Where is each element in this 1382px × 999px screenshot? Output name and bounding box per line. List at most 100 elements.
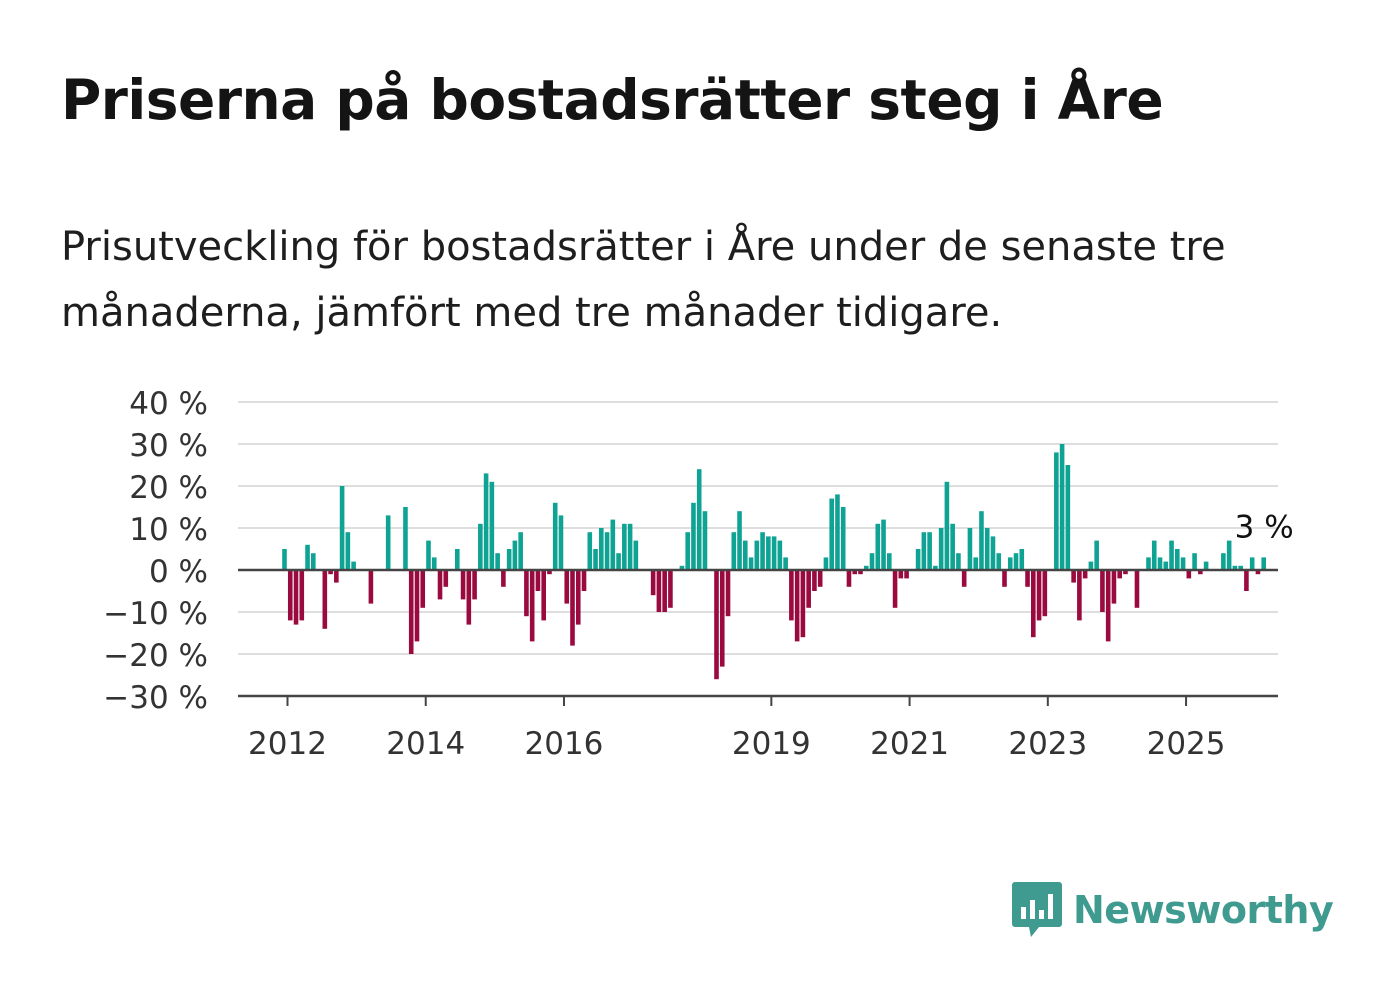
x-tick-label: 2014	[386, 726, 465, 762]
bar	[1255, 570, 1261, 575]
bar	[334, 570, 339, 583]
bar	[1232, 565, 1238, 570]
bar	[702, 511, 708, 570]
bar	[501, 570, 506, 587]
bar	[835, 494, 840, 570]
bar	[754, 540, 760, 570]
y-tick-label: 10 %	[129, 512, 208, 548]
x-tick-label: 2016	[525, 726, 604, 762]
bar	[823, 557, 829, 570]
bar	[460, 570, 466, 600]
bar	[996, 553, 1002, 570]
bar	[403, 507, 408, 570]
bar	[1226, 540, 1232, 570]
bar	[691, 502, 696, 570]
bar	[443, 570, 449, 587]
y-tick-label: 30 %	[129, 428, 208, 464]
bar	[1169, 540, 1174, 570]
bar	[875, 523, 881, 570]
bar	[599, 528, 604, 570]
bar	[552, 502, 558, 570]
bar	[339, 486, 345, 570]
bar	[472, 570, 477, 600]
y-tick-label: −20 %	[103, 638, 208, 674]
annotations: 3 %	[1235, 509, 1294, 545]
bar	[282, 549, 287, 570]
bar	[1146, 557, 1151, 570]
bar	[967, 528, 973, 570]
bar	[1054, 452, 1059, 570]
bar	[558, 515, 564, 570]
bars	[282, 444, 1266, 680]
bar	[1198, 570, 1203, 575]
bar	[1094, 540, 1099, 570]
bar	[535, 570, 541, 591]
bar	[293, 570, 299, 625]
bar	[927, 532, 932, 570]
bar	[616, 553, 621, 570]
brand-name: Newsworthy	[1073, 888, 1334, 932]
bar	[858, 570, 863, 575]
bar	[898, 570, 904, 579]
bar	[1186, 570, 1192, 579]
grid-lines	[238, 401, 1278, 655]
bar	[1082, 570, 1088, 579]
bar	[731, 532, 737, 570]
bar	[1105, 570, 1111, 642]
last-value-label: 3 %	[1235, 509, 1294, 545]
bar	[575, 570, 581, 625]
y-axis-ticks: 40 % 30 % 20 % 10 % 0 % −10 % −20 % −30 %	[103, 386, 208, 716]
bar	[1077, 570, 1082, 621]
bar	[714, 570, 719, 680]
bar	[604, 532, 610, 570]
bar	[524, 570, 529, 617]
bar	[322, 570, 328, 629]
bar	[518, 532, 523, 570]
bar	[1025, 570, 1030, 587]
y-tick-label: −10 %	[103, 596, 208, 632]
bar	[869, 553, 875, 570]
bar	[547, 570, 552, 575]
x-tick-label: 2021	[870, 726, 949, 762]
bar	[1134, 570, 1140, 608]
bar	[541, 570, 546, 621]
bar	[1088, 561, 1094, 570]
bar	[478, 523, 483, 570]
bar	[1117, 570, 1122, 579]
chart-subtitle: Prisutveckling för bostadsrätter i Åre u…	[61, 224, 1226, 336]
bar	[846, 570, 852, 587]
bar	[1013, 553, 1019, 570]
bar	[748, 557, 754, 570]
y-tick-label: 20 %	[129, 470, 208, 506]
bar	[881, 519, 886, 570]
bar	[1065, 465, 1071, 570]
bar	[1100, 570, 1105, 612]
bar	[1111, 570, 1117, 604]
bar	[351, 561, 356, 570]
bar	[961, 570, 967, 587]
x-tick-label: 2012	[248, 726, 327, 762]
bar	[984, 528, 990, 570]
bar	[771, 536, 777, 570]
bar	[437, 570, 443, 600]
bar	[581, 570, 587, 591]
bar	[1249, 557, 1255, 570]
bar	[668, 570, 673, 608]
bar	[455, 549, 460, 570]
bar	[794, 570, 800, 642]
bar	[696, 469, 702, 570]
bar	[564, 570, 570, 604]
bar	[1036, 570, 1042, 621]
newsworthy-logo-icon	[1012, 882, 1062, 937]
chart-title: Priserna på bostadsrätter steg i Åre	[61, 68, 1164, 132]
bar	[933, 565, 938, 570]
bar	[1192, 553, 1197, 570]
bar	[863, 565, 869, 570]
bar	[1244, 570, 1249, 591]
bar	[368, 570, 374, 604]
bar	[385, 515, 391, 570]
bar	[529, 570, 535, 642]
bar	[990, 536, 996, 570]
x-tick-label: 2025	[1147, 726, 1226, 762]
bar	[973, 557, 978, 570]
